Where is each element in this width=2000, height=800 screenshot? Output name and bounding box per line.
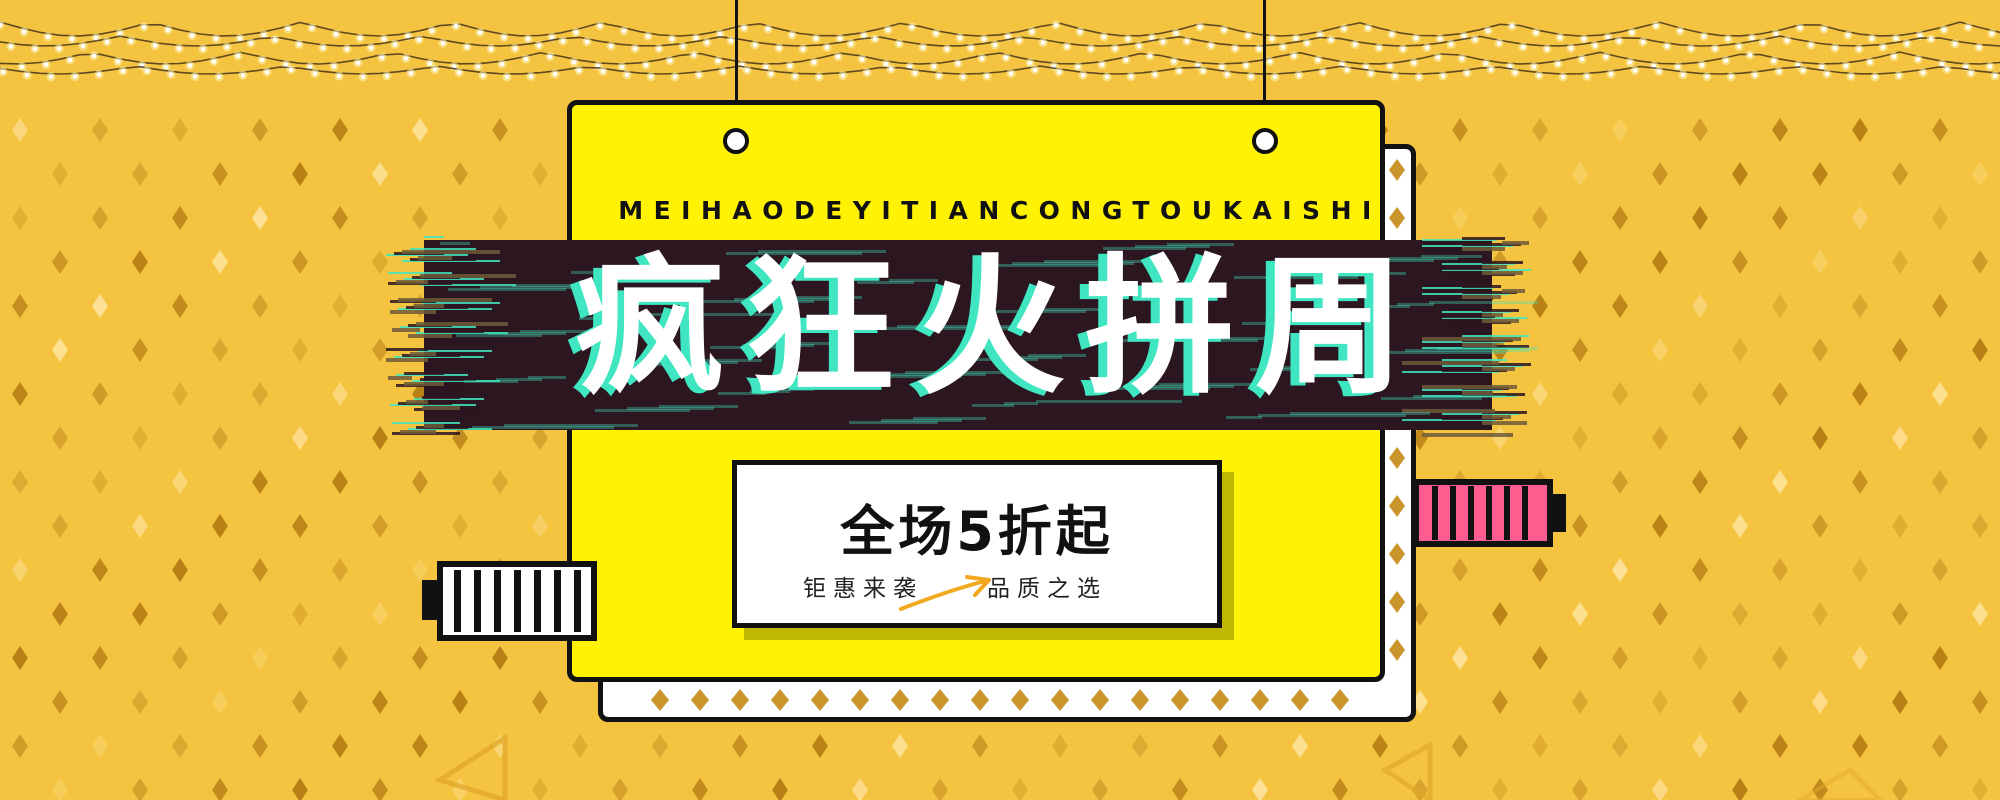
title-band bbox=[424, 240, 1492, 430]
promo-headline: 全场5折起 bbox=[840, 500, 1114, 563]
hanging-wire-left bbox=[735, 0, 738, 130]
battery-icon-white bbox=[422, 561, 597, 641]
subtitle: MEIHAODEYITIANCONGTOUKAISHI bbox=[618, 196, 1382, 225]
promo-box: 全场5折起 钜惠来袭 品质之选 bbox=[732, 460, 1222, 628]
hook-right bbox=[1252, 128, 1278, 154]
battery-icon-pink bbox=[1413, 479, 1566, 547]
hook-left bbox=[723, 128, 749, 154]
promo-tagline-right: 品质之选 bbox=[987, 576, 1107, 602]
title-glitch-shadow: 疯狂火拼周 bbox=[565, 244, 1416, 418]
arrow-icon bbox=[899, 575, 991, 611]
hanging-wire-right bbox=[1263, 0, 1266, 130]
promo-tagline-left: 钜惠来袭 bbox=[803, 576, 923, 602]
glitch-streaks bbox=[386, 236, 1538, 437]
page-title: 疯狂火拼周 bbox=[574, 241, 1425, 415]
string-lights bbox=[0, 20, 2000, 82]
